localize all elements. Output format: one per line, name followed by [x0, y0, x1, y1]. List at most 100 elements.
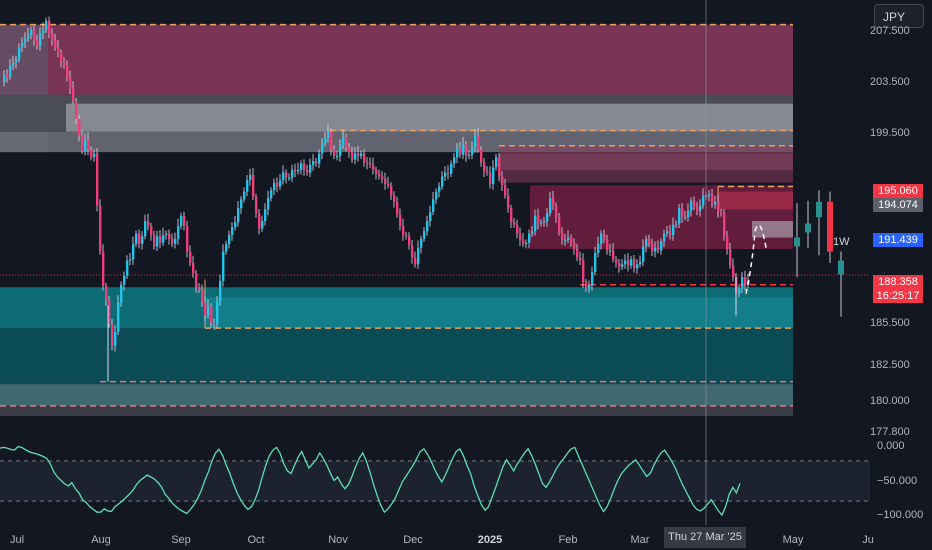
candle-body	[408, 236, 411, 246]
candle-body	[489, 172, 492, 184]
candle-body	[627, 260, 630, 266]
candle-body	[105, 286, 108, 301]
price-tick-185500: 185.500	[870, 317, 910, 329]
candle-body	[552, 198, 555, 206]
currency-button[interactable]: JPY	[874, 4, 924, 28]
candle-body	[636, 264, 639, 269]
crosshair-date-label: Thu 27 Mar '25	[664, 527, 746, 548]
candle-body	[6, 74, 9, 77]
candle-body	[453, 157, 456, 164]
candle-body	[537, 215, 540, 224]
candle-body	[450, 163, 453, 174]
candle-body	[396, 201, 399, 215]
osc-tick-minus50: −50.000	[877, 475, 918, 487]
candle-body	[150, 226, 153, 235]
candle-body	[351, 152, 354, 160]
candle-body	[243, 191, 246, 200]
candle-body	[540, 222, 543, 224]
candle-body	[462, 144, 465, 155]
candle-body	[156, 236, 159, 247]
candle-body	[189, 251, 192, 264]
candle-body	[564, 240, 567, 242]
time-tick-feb: Feb	[558, 534, 578, 546]
supply-zone-mid	[499, 145, 793, 183]
candle-body	[726, 236, 729, 250]
weekly-candle	[816, 201, 822, 218]
candle-body	[699, 205, 702, 211]
candle-body	[381, 176, 384, 179]
price-tick-207500: 207.500	[870, 25, 910, 37]
candle-body	[42, 29, 45, 34]
candle-body	[96, 153, 99, 206]
candle-body	[21, 42, 24, 48]
candle-body	[432, 199, 435, 213]
candle-body	[249, 175, 252, 181]
oscillator-pane[interactable]	[0, 440, 932, 525]
candle-body	[654, 247, 657, 252]
candle-body	[567, 237, 570, 241]
time-tick-jul: Jul	[9, 534, 25, 546]
candle-body	[474, 135, 477, 148]
candle-body	[138, 233, 141, 244]
candle-body	[273, 182, 276, 191]
price-tag-countdown: 16:25:17	[873, 289, 923, 303]
candle-body	[198, 287, 201, 290]
candle-body	[393, 195, 396, 202]
candle-body	[666, 231, 669, 234]
candle-body	[501, 176, 504, 186]
candle-body	[225, 243, 228, 252]
candle-body	[594, 252, 597, 272]
candle-body	[546, 213, 549, 221]
candle-body	[696, 206, 699, 211]
candle-body	[264, 209, 267, 221]
candle-body	[78, 118, 81, 136]
price-tag-191439: 191.439	[873, 233, 923, 247]
candle-body	[399, 214, 402, 227]
candle-body	[618, 263, 621, 267]
candle-body	[480, 149, 483, 163]
price-tag-195060: 195.060	[873, 184, 923, 198]
price-pane[interactable]	[0, 0, 932, 440]
candle-body	[342, 136, 345, 146]
candle-body	[210, 306, 213, 323]
time-tick-aug: Aug	[91, 534, 111, 546]
time-axis[interactable]: Jul Aug Sep Oct Nov Dec 2025 Feb Mar May…	[0, 528, 932, 550]
candle-body	[471, 147, 474, 155]
grey-band-2	[66, 103, 793, 132]
demand-zone-bottom	[0, 328, 793, 385]
candle-body	[39, 33, 42, 47]
candle-body	[459, 148, 462, 155]
candle-body	[309, 164, 312, 173]
candle-body	[27, 34, 30, 39]
candle-body	[219, 280, 222, 302]
candle-body	[315, 161, 318, 164]
time-tick-mar: Mar	[630, 534, 650, 546]
candle-body	[147, 220, 150, 227]
candle-body	[60, 52, 63, 62]
candle-body	[708, 194, 711, 196]
candle-body	[270, 190, 273, 199]
candle-body	[195, 273, 198, 288]
candle-body	[141, 236, 144, 244]
candle-body	[120, 284, 123, 303]
supply-zone-mid-inner	[499, 153, 793, 170]
candle-body	[513, 222, 516, 225]
time-tick-dec: Dec	[403, 534, 423, 546]
candle-body	[576, 249, 579, 258]
demand-zone-inner	[205, 297, 793, 329]
candle-body	[213, 322, 216, 325]
candle-body	[75, 101, 78, 119]
candle-body	[633, 259, 636, 269]
candle-body	[510, 208, 513, 223]
candle-body	[693, 200, 696, 207]
grey-box-small	[752, 220, 793, 238]
candle-body	[738, 288, 741, 294]
candle-body	[621, 264, 624, 267]
candle-body	[327, 131, 330, 139]
candle-body	[456, 148, 459, 158]
candle-body	[729, 249, 732, 266]
candle-body	[69, 76, 72, 89]
candle-body	[300, 163, 303, 170]
candle-body	[588, 284, 591, 289]
